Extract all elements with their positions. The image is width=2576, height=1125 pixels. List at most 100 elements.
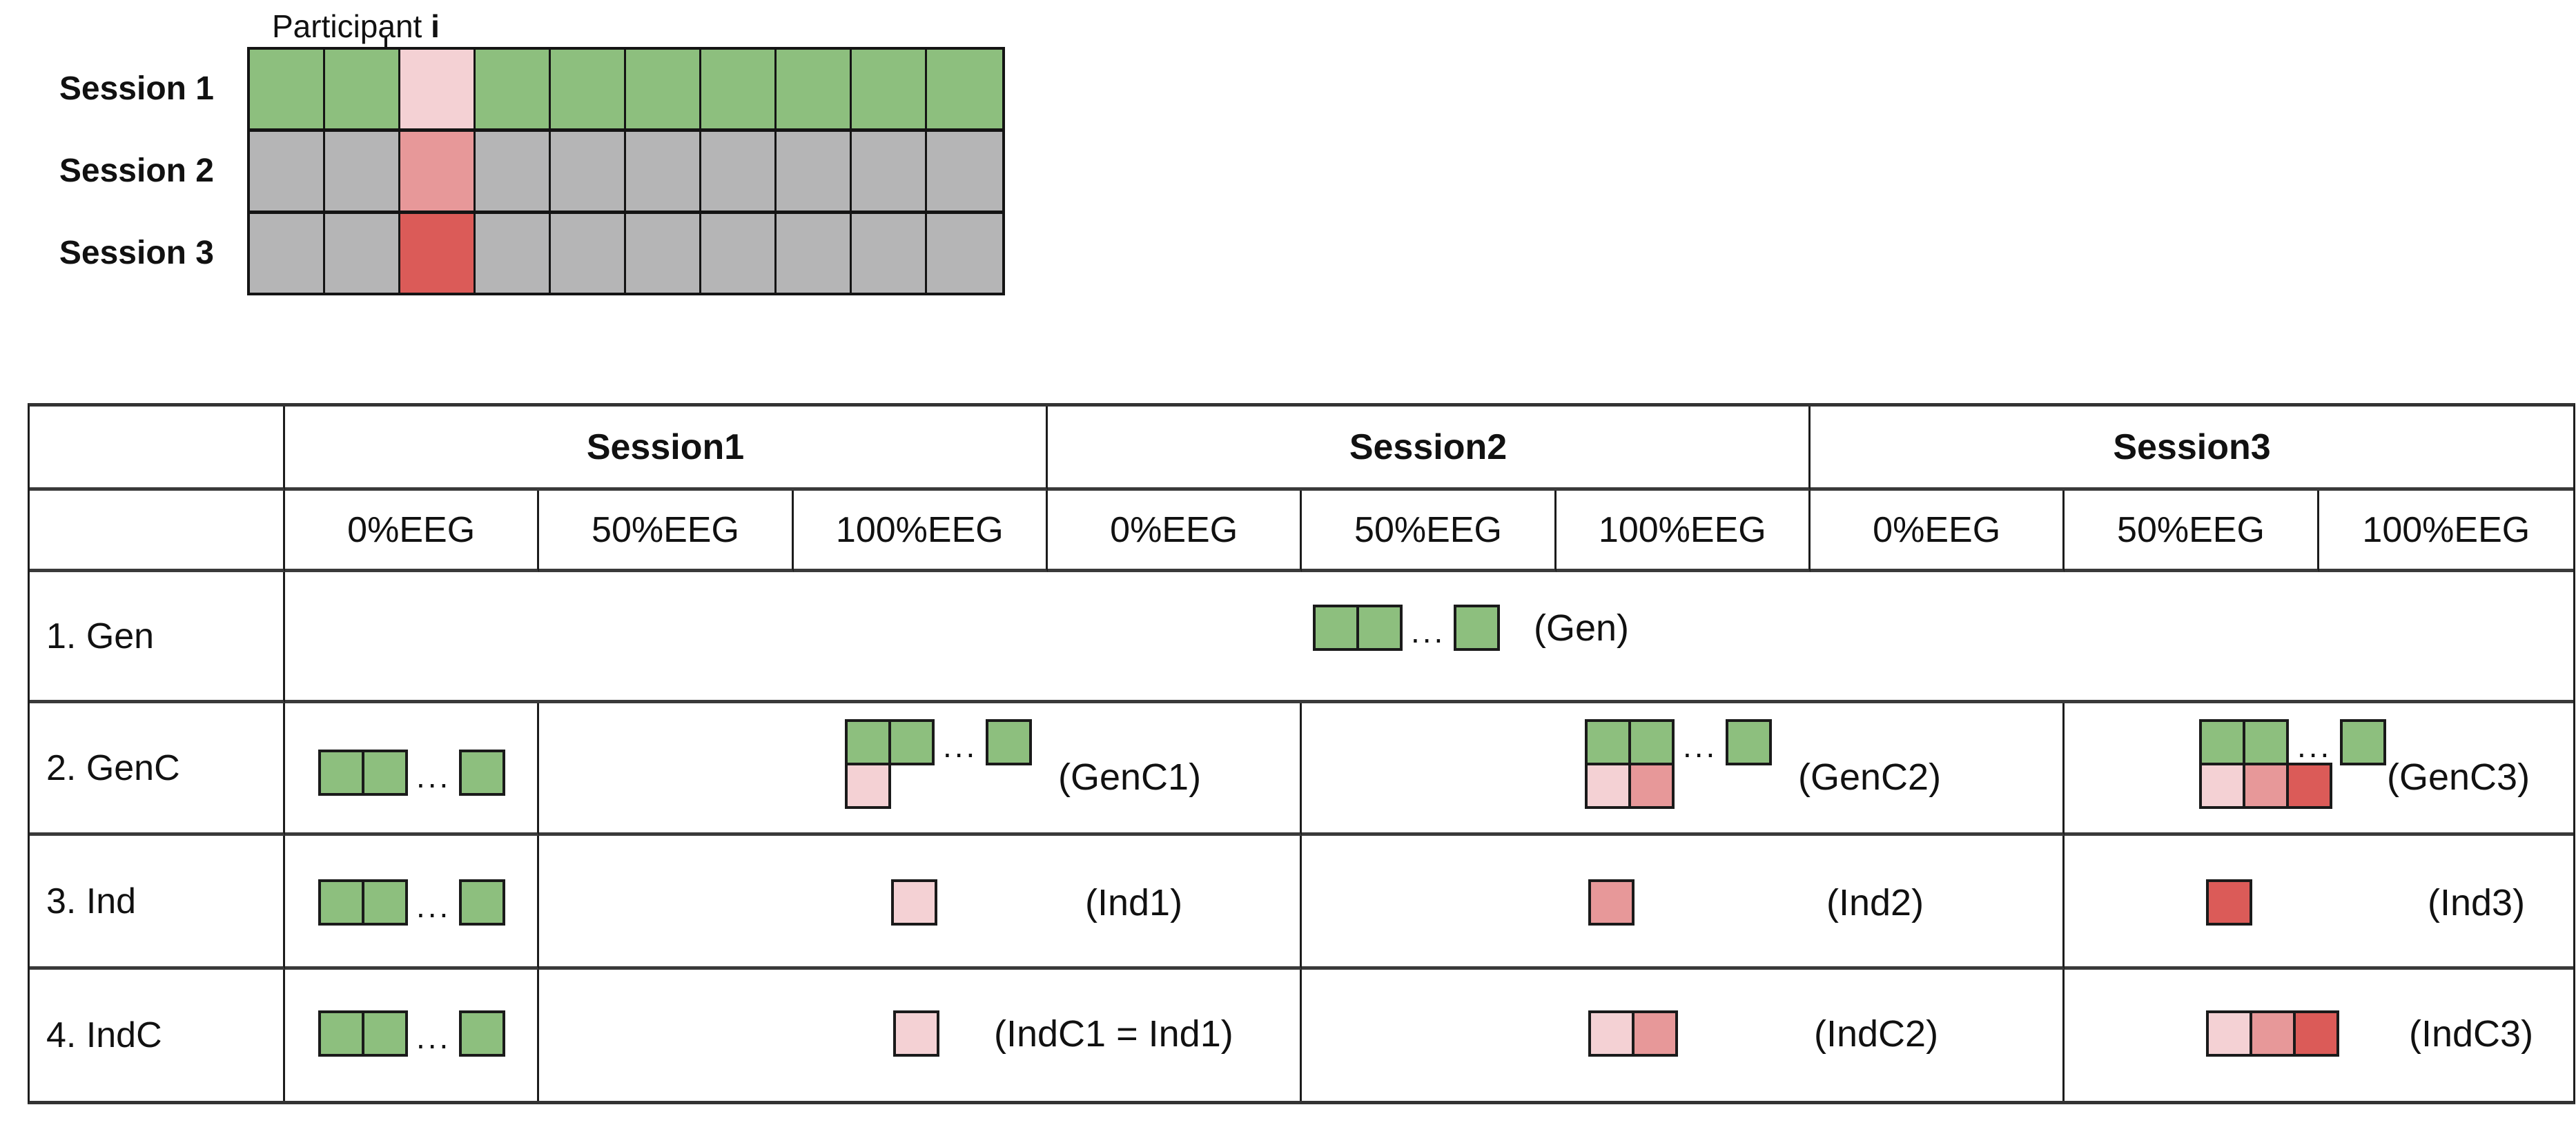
green-square [551, 50, 626, 128]
gray-square [325, 214, 400, 293]
participant-index: i [431, 8, 440, 44]
session3-cells-row [250, 214, 1002, 293]
ind3-motif [2206, 879, 2252, 926]
indc-s1-green-row: ... [318, 1010, 506, 1057]
subheader-s1-50eeg: 50%EEG [539, 491, 794, 572]
session1-row-label: Session 1 [59, 70, 214, 107]
ind3-cell [2065, 836, 2573, 970]
genc3-cell [2065, 703, 2573, 836]
subheader-s1-100eeg: 100%EEG [793, 491, 1048, 572]
pink-square [2199, 763, 2245, 809]
session2-cells-row [250, 132, 1002, 214]
green-square [1313, 605, 1359, 651]
genc-s1-green-row: ... [318, 750, 506, 796]
gray-square [927, 132, 1002, 211]
subheader-s1-0eeg: 0%EEG [285, 491, 540, 572]
pink-square [1588, 1010, 1635, 1057]
rose-square [1588, 879, 1635, 926]
gray-square [551, 214, 626, 293]
pink-square [1585, 763, 1631, 809]
gen-tag: (Gen) [1534, 607, 1630, 649]
gen-motif: ... [1313, 605, 1501, 651]
gray-square [777, 132, 852, 211]
indc2-cell [1302, 970, 2065, 1101]
participant-pointer-line [384, 36, 387, 48]
genc3-green-row: ... [2199, 719, 2387, 765]
genc-s1-green-motif: ... [318, 750, 506, 796]
green-square [986, 719, 1033, 765]
rose-square [1632, 1010, 1678, 1057]
green-square [362, 1010, 408, 1057]
subheader-s3-0eeg: 0%EEG [1811, 491, 2065, 572]
indc2-motif [1588, 1010, 1678, 1057]
conditions-table: Session1 Session2 Session3 0%EEG 50%EEG … [28, 403, 2575, 1104]
green-square [318, 879, 364, 926]
participant-sessions-grid [247, 47, 1005, 295]
green-square [1585, 719, 1631, 765]
green-square [318, 1010, 364, 1057]
session2-row-label: Session 2 [59, 153, 214, 189]
row-label-gen: 1. Gen [30, 572, 285, 703]
ind-s1-0eeg-cell [285, 836, 540, 970]
row-label-ind: 3. Ind [30, 836, 285, 970]
participant-label-text: Participant [272, 8, 422, 44]
subheader-s2-50eeg: 50%EEG [1302, 491, 1557, 572]
genc3-motif: ... [2199, 719, 2387, 809]
genc3-bottom-row [2199, 763, 2332, 809]
green-square [250, 50, 325, 128]
green-square [1726, 719, 1773, 765]
gray-square [250, 214, 325, 293]
indc-s1-green-motif: ... [318, 1010, 506, 1057]
green-square [362, 750, 408, 796]
ind1-tag: (Ind1) [1085, 882, 1183, 923]
ellipsis: ... [1683, 728, 1718, 764]
indc1-cell [539, 970, 1302, 1101]
session1-cells-row [250, 50, 1002, 132]
rose-square [400, 132, 476, 211]
green-square [476, 50, 551, 128]
gray-square [551, 132, 626, 211]
indc1-tag: (IndC1 = Ind1) [994, 1013, 1233, 1055]
pink-square [893, 1010, 939, 1057]
green-square [1628, 719, 1675, 765]
gray-square [701, 214, 777, 293]
genc1-green-row: ... [845, 719, 1033, 765]
genc-s1-0eeg-cell [285, 703, 540, 836]
gray-square [777, 214, 852, 293]
ellipsis: ... [416, 1019, 451, 1055]
participant-label: Participant i [272, 8, 440, 44]
indc3-motif [2206, 1010, 2339, 1057]
ind2-motif [1588, 879, 1635, 926]
header-session1: Session1 [285, 407, 1048, 491]
corner-cell [30, 407, 285, 491]
ind2-cell [1302, 836, 2065, 970]
indc-s1-0eeg-cell [285, 970, 540, 1101]
ind1-square-row [891, 879, 937, 926]
row-label-genc: 2. GenC [30, 703, 285, 836]
genc2-motif: ... [1585, 719, 1773, 809]
gray-square [852, 214, 927, 293]
green-square [845, 719, 891, 765]
red-square [2293, 1010, 2339, 1057]
red-square [2286, 763, 2332, 809]
rose-square [2243, 763, 2289, 809]
rose-square [2250, 1010, 2296, 1057]
red-square [400, 214, 476, 293]
session3-row-label: Session 3 [59, 235, 214, 271]
indc2-tag: (IndC2) [1814, 1013, 1939, 1055]
green-square [318, 750, 364, 796]
genc2-tag: (GenC2) [1798, 756, 1942, 798]
green-square [701, 50, 777, 128]
genc3-tag: (GenC3) [2387, 756, 2530, 798]
green-square [1356, 605, 1403, 651]
gray-square [325, 132, 400, 211]
genc2-bottom-row [1585, 763, 1675, 809]
indc3-tag: (IndC3) [2409, 1013, 2534, 1055]
green-square [888, 719, 935, 765]
green-square [325, 50, 400, 128]
green-square [2199, 719, 2245, 765]
ellipsis: ... [416, 759, 451, 794]
red-square [2206, 879, 2252, 926]
header-session2: Session2 [1048, 407, 1811, 491]
